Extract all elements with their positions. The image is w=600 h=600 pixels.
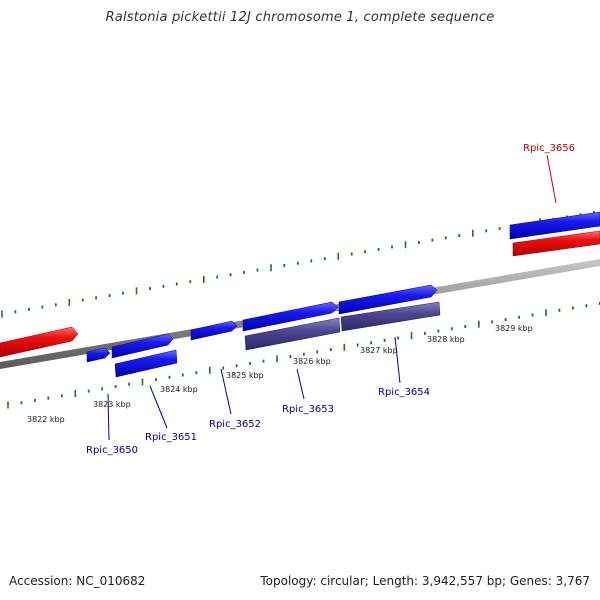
scale-label: 3823 kbp [93,400,131,409]
scale-label: 3824 kbp [160,385,198,394]
scale-label: 3825 kbp [226,371,264,380]
lower-tick-row [7,301,600,409]
feature-rpic-3656[interactable] [512,230,600,257]
upper-tick-row [1,210,595,318]
gene-label-rpic-3650[interactable]: Rpic_3650 [86,445,138,456]
scale-label: 3827 kbp [360,346,398,355]
gene-label-rpic-3651[interactable]: Rpic_3651 [145,432,197,443]
feature-reverse-left[interactable] [0,326,79,358]
accession-text: Accession: NC_010682 [9,574,146,588]
gene-labels: Rpic_3650 Rpic_3651 Rpic_3652 Rpic_3653 … [86,143,575,456]
gene-label-rpic-3653[interactable]: Rpic_3653 [282,404,334,415]
scale-labels: 3822 kbp 3823 kbp 3824 kbp 3825 kbp 3826… [27,324,533,424]
rna-feature-3654[interactable] [340,301,441,332]
scale-label: 3828 kbp [427,335,465,344]
scale-label: 3829 kbp [495,324,533,333]
gene-label-rpic-3652[interactable]: Rpic_3652 [209,419,261,430]
gene-label-rpic-3654[interactable]: Rpic_3654 [378,387,430,398]
feature-rpic-3652[interactable] [190,320,238,341]
feature-rpic-3654[interactable] [338,284,438,315]
label-leaders [107,154,557,441]
feature-forward-right[interactable] [509,211,600,240]
feature-rpic-3651-lower[interactable] [114,349,178,378]
feature-rpic-3650[interactable] [86,347,111,363]
feature-rpic-3651-upper[interactable] [111,333,174,359]
genome-summary-text: Topology: circular; Length: 3,942,557 bp… [260,574,590,588]
scale-label: 3822 kbp [27,415,65,424]
gene-label-rpic-3656[interactable]: Rpic_3656 [523,143,575,154]
rna-feature-3653[interactable] [244,317,341,351]
map-title: Ralstonia pickettii 12J chromosome 1, co… [105,10,495,25]
scale-label: 3826 kbp [293,357,331,366]
feature-rpic-3653[interactable] [242,301,339,332]
